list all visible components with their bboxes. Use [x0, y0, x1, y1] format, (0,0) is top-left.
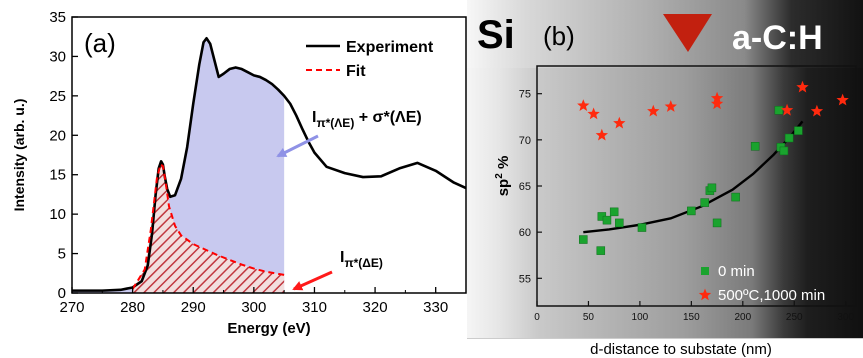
experiment-fill-area: [72, 38, 285, 293]
annotation-arrow-red: [292, 270, 333, 291]
data-point-500c: [664, 100, 677, 112]
x-tick-label-b: 250: [786, 312, 803, 323]
legend-marker-0-min: [701, 267, 709, 275]
y-tick-label-b: 70: [519, 135, 531, 147]
data-point-500c: [710, 97, 724, 110]
y-tick-label-a: 10: [49, 206, 66, 223]
data-point-500c: [780, 103, 794, 116]
y-tick-label-a: 0: [58, 285, 66, 302]
x-tick-label-a: 270: [59, 299, 84, 316]
corner-label-si: Si: [477, 13, 515, 57]
annotation-arrow-blue: [276, 134, 319, 158]
data-point-500c: [647, 104, 660, 117]
data-point-0-min: [774, 106, 784, 115]
tem-background-top: [467, 0, 863, 68]
data-point-0-min: [750, 142, 760, 151]
y-tick-label-a: 30: [49, 48, 66, 65]
data-point-0-min: [784, 133, 794, 143]
data-point-500c: [577, 99, 590, 111]
x-tick-label-b: 50: [583, 312, 595, 323]
x-tick-label-a: 290: [181, 299, 206, 316]
annotation-label-pi: Iπ*(ΔE): [340, 249, 383, 270]
corner-label-ac-h: a-C:H: [732, 19, 823, 57]
data-point-0-min: [602, 215, 612, 225]
panel-label-a: (a): [84, 28, 116, 58]
data-point-0-min: [615, 218, 624, 228]
y-tick-label-a: 5: [58, 246, 66, 263]
y-tick-label-a: 15: [49, 167, 66, 184]
x-tick-label-a: 310: [302, 299, 327, 316]
data-point-500c: [595, 128, 609, 141]
x-tick-label-b: 0: [534, 312, 540, 323]
y-axis-label-b: sp2 %: [494, 156, 512, 197]
y-tick-label-a: 35: [49, 9, 66, 26]
data-point-500c: [587, 107, 600, 120]
y-tick-label-b: 55: [519, 273, 531, 285]
data-point-500c: [836, 93, 849, 106]
data-point-0-min: [637, 223, 647, 232]
legend-label-experiment: Experiment: [346, 39, 434, 56]
y-tick-label-b: 75: [519, 89, 531, 101]
panel-label-b: (b): [543, 21, 575, 51]
data-point-0-min: [707, 183, 717, 193]
data-point-0-min: [609, 207, 619, 217]
down-arrow-icon: [663, 14, 712, 52]
legend-label-fit: Fit: [346, 63, 366, 80]
data-point-0-min: [794, 126, 803, 135]
y-tick-label-b: 60: [519, 227, 531, 239]
series-line-fit: [131, 162, 285, 290]
data-point-0-min: [779, 146, 789, 156]
data-point-0-min: [596, 246, 606, 255]
data-point-0-min: [687, 206, 696, 216]
fill-layer: [72, 38, 285, 293]
legend-label-500c: 500ºC,1000 min: [718, 287, 825, 304]
points-b: [577, 80, 849, 255]
data-point-500c: [613, 116, 626, 129]
x-tick-label-b: 300: [837, 312, 854, 323]
data-point-0-min: [700, 198, 709, 207]
data-point-0-min: [579, 235, 588, 244]
data-point-0-min: [731, 192, 740, 202]
data-point-500c: [796, 80, 809, 93]
x-tick-label-b: 200: [734, 312, 751, 323]
y-axis-label-a: Intensity (arb. u.): [11, 99, 27, 212]
x-tick-label-a: 330: [423, 299, 448, 316]
data-point-500c: [810, 104, 824, 117]
lines-layer: [72, 36, 467, 292]
x-axis-label-b: d-distance to substate (nm): [590, 341, 772, 358]
y-tick-label-a: 25: [49, 88, 66, 105]
legend-label-0-min: 0 min: [718, 263, 755, 280]
x-axis-label-a: Energy (eV): [227, 320, 310, 337]
data-point-0-min: [712, 218, 722, 228]
legend-b: 0 min 500ºC,1000 min: [698, 263, 825, 304]
y-tick-label-a: 20: [49, 127, 66, 144]
plot-frame-a: [71, 16, 467, 294]
x-label-strip: [467, 338, 863, 358]
x-tick-label-a: 320: [363, 299, 388, 316]
panel-b: Si (b) a-C:H 0 50 100 150 200 250 300 55 60 65 70 7…: [467, 0, 863, 358]
annotation-label-pi-sigma: Iπ*(ΛE) + σ*(ΛE): [312, 109, 422, 130]
legend-marker-500c: [698, 288, 712, 301]
axes-a: 270 280 290 300 310 320 330 0 5 10 15 20 25 30 35: [49, 9, 448, 316]
x-tick-label-a: 280: [120, 299, 145, 316]
x-tick-label-b: 150: [683, 312, 700, 323]
y-tick-label-b: 65: [519, 181, 531, 193]
legend-a: Experiment Fit: [306, 39, 434, 80]
axes-b: 0 50 100 150 200 250 300 55 60 65 70 75: [519, 89, 855, 323]
x-tick-label-b: 100: [632, 312, 649, 323]
annotations-a: Iπ*(ΛE) + σ*(ΛE) Iπ*(ΔE): [276, 109, 422, 291]
x-tick-label-a: 300: [241, 299, 266, 316]
fit-hatched-area: [132, 164, 285, 293]
